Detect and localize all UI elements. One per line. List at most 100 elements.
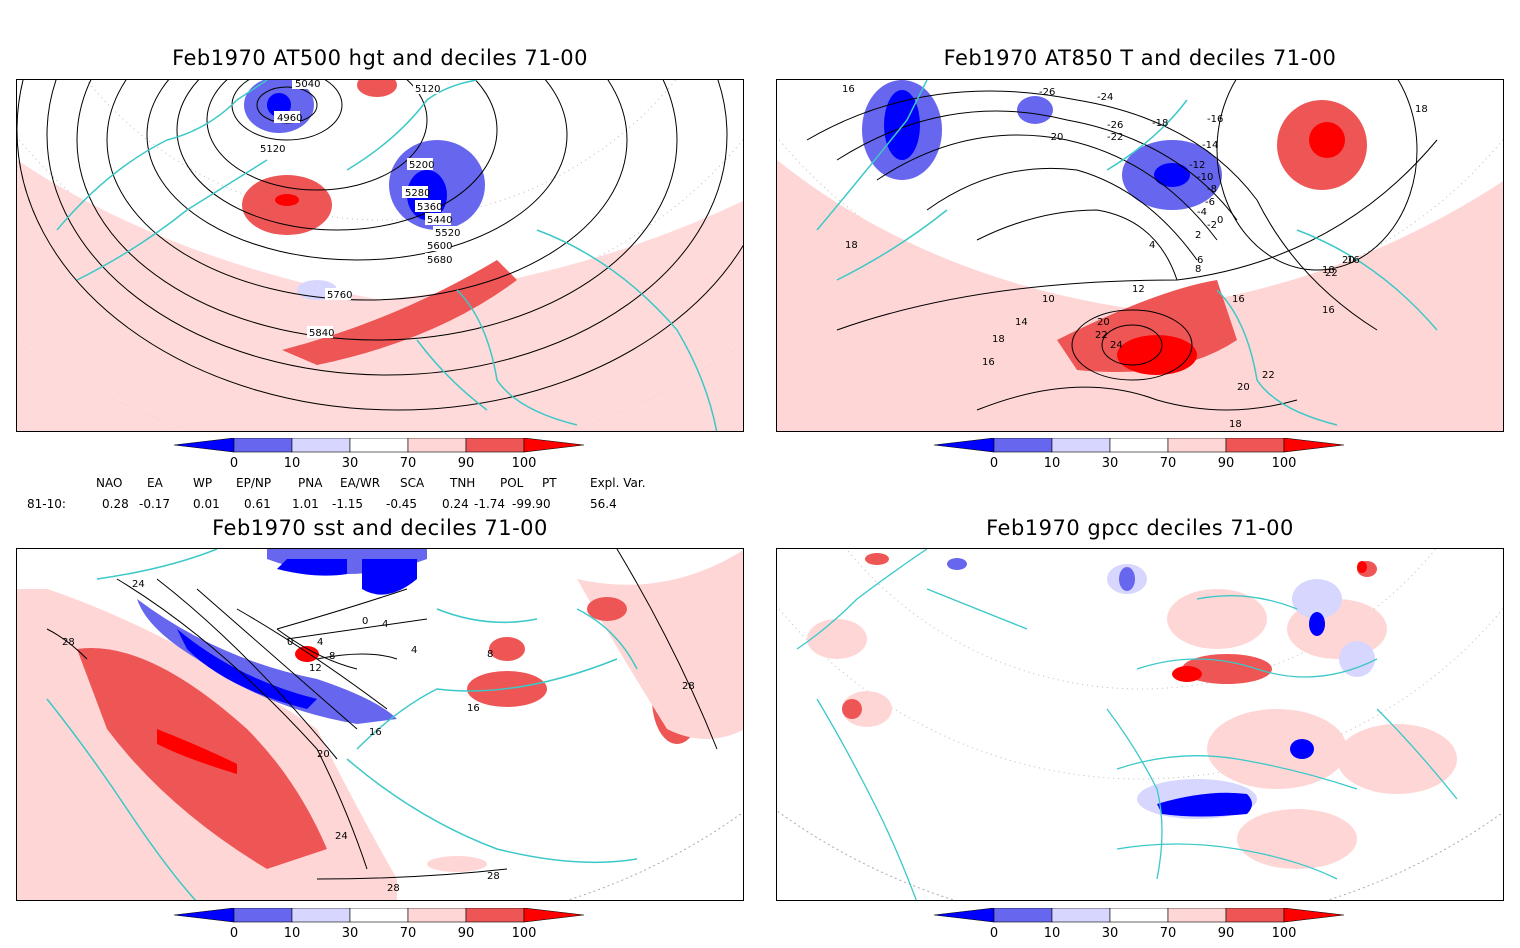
colorbar-1: 0 10 30 70 90 100	[173, 437, 585, 478]
cb-tick: 10	[1043, 456, 1061, 471]
cb-tick: 0	[229, 456, 239, 471]
contour-label: -14	[1202, 140, 1218, 151]
contour-label: 16	[1322, 305, 1335, 316]
cb-tick: 0	[989, 456, 999, 471]
cb-seg-mid-red	[1225, 907, 1285, 923]
cb-seg-light-blue	[1051, 437, 1111, 453]
cb-tri-red	[523, 907, 585, 923]
tc-value: 0.28	[102, 497, 129, 511]
tc-value: 56.4	[590, 497, 617, 511]
tc-header: POL	[500, 476, 524, 490]
contour-label: 8	[1195, 264, 1201, 275]
contour-label: 22	[1262, 370, 1275, 381]
contour-label: 20	[1237, 382, 1250, 393]
cb-tick: 10	[283, 456, 301, 471]
contour-label: 5200	[409, 160, 434, 171]
contour-label: 12	[309, 663, 322, 674]
contour-label: 5520	[435, 228, 460, 239]
contour-label: 4	[1149, 240, 1155, 251]
tc-value: -0.17	[139, 497, 171, 511]
tc-value: -1.74	[474, 497, 506, 511]
tc-value: 0.01	[193, 497, 220, 511]
cb-tri-blue	[933, 437, 995, 453]
contour-label: 18	[1322, 265, 1335, 276]
cb-seg-mid-red	[1225, 437, 1285, 453]
cb-tick: 90	[457, 456, 475, 471]
contour-label: 18	[845, 240, 858, 251]
contour-label: 14	[1015, 317, 1028, 328]
colorbar-4: 0 10 30 70 90 100	[933, 907, 1345, 948]
contour-label: 18	[1415, 104, 1428, 115]
map-sst-svg: 28 24 0 4 8 12 0 4 4 16 20 24 28 28 16 8…	[17, 549, 743, 900]
tc-value: 1.01	[292, 497, 319, 511]
cb-tri-blue	[173, 437, 235, 453]
cb-tick: 90	[457, 926, 475, 941]
contour-label: -18	[1152, 118, 1168, 129]
contour-label: 28	[387, 883, 400, 894]
cb-seg-mid-blue	[993, 437, 1053, 453]
cb-tick: 0	[989, 926, 999, 941]
cb-seg-white	[1109, 437, 1169, 453]
contour-label: 0	[1217, 215, 1223, 226]
cb-tri-red	[1283, 907, 1345, 923]
contour-label: 8	[329, 651, 335, 662]
cb-tick: 100	[1271, 926, 1297, 941]
tc-header: EA	[147, 476, 163, 490]
tc-value: -1.15	[332, 497, 364, 511]
contour-label: -2	[1207, 220, 1217, 231]
contour-label: 8	[487, 649, 493, 660]
contour-label: 5600	[427, 241, 452, 252]
contour-label: 4960	[277, 113, 302, 124]
tc-header: EA/WR	[340, 476, 381, 490]
map-at850-svg: 16 -26 -24 -20 -26 -22 -18 -16 -14 -12 -…	[777, 80, 1503, 431]
contour-label: -20	[1047, 132, 1063, 143]
contour-label: 28	[62, 637, 75, 648]
cb-tick: 70	[399, 456, 417, 471]
contour-label: 6	[1197, 255, 1203, 266]
contour-label: 2	[1195, 230, 1201, 241]
panel-title-1: Feb1970 AT500 hgt and deciles 71-00	[172, 46, 588, 70]
cb-seg-light-blue	[291, 907, 351, 923]
contour-label: 4	[317, 637, 323, 648]
contour-label: 20	[1097, 317, 1110, 328]
contour-label: 18	[992, 334, 1005, 345]
cb-tick: 70	[1159, 456, 1177, 471]
cb-seg-light-red	[407, 907, 467, 923]
tc-value: 0.61	[244, 497, 271, 511]
cb-tick: 90	[1217, 456, 1235, 471]
contour-label: 5760	[327, 290, 352, 301]
contour-label: 16	[842, 84, 855, 95]
contour-label: 16	[467, 703, 480, 714]
tc-header: TNH	[450, 476, 476, 490]
teleconnection-table: NAO EA WP EP/NP PNA EA/WR SCA TNH POL PT…	[0, 476, 700, 516]
contour-label: 20	[1342, 255, 1355, 266]
cb-tri-red	[523, 437, 585, 453]
contour-label: 16	[1347, 255, 1360, 266]
contour-label: 5040	[295, 80, 320, 90]
contour-label: 5440	[427, 215, 452, 226]
contour-label: 0	[362, 616, 368, 627]
contour-label: 24	[1110, 340, 1123, 351]
contour-label: 10	[1042, 294, 1055, 305]
contour-label: 16	[1232, 294, 1245, 305]
contour-label: 20	[317, 749, 330, 760]
cb-tick: 100	[1271, 456, 1297, 471]
contour-label: 5120	[260, 144, 285, 155]
cb-seg-white	[349, 907, 409, 923]
tc-header: PNA	[298, 476, 323, 490]
tc-value: -99.90	[512, 497, 551, 511]
map-gpcc	[776, 548, 1504, 901]
tc-header: NAO	[96, 476, 123, 490]
contour-label: -8	[1207, 184, 1217, 195]
tc-value: -0.45	[386, 497, 418, 511]
map-sst: 28 24 0 4 8 12 0 4 4 16 20 24 28 28 16 8…	[16, 548, 744, 901]
cb-tick: 100	[511, 926, 537, 941]
cb-seg-mid-blue	[993, 907, 1053, 923]
contour-label: -10	[1197, 172, 1213, 183]
contour-label: -6	[1205, 197, 1215, 208]
contour-label: 5680	[427, 255, 452, 266]
tc-header: SCA	[400, 476, 425, 490]
cb-tick: 30	[1101, 456, 1119, 471]
cb-tri-red	[1283, 437, 1345, 453]
contour-label: -16	[1207, 114, 1223, 125]
